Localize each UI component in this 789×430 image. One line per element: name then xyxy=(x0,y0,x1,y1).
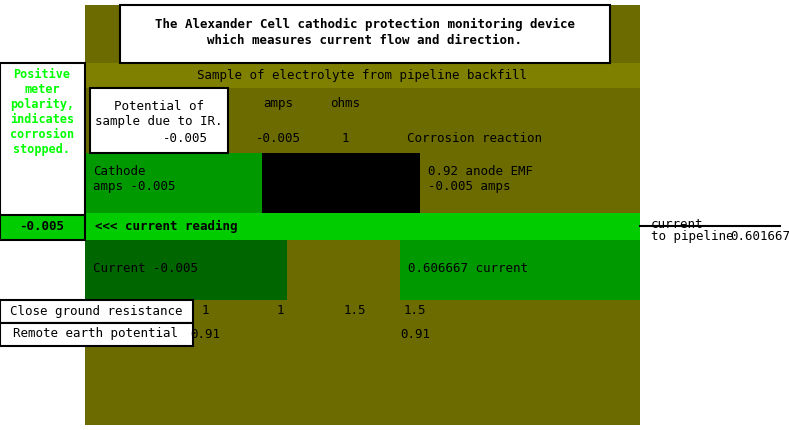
Text: <<< current reading: <<< current reading xyxy=(95,219,237,233)
Text: -0.005: -0.005 xyxy=(256,132,301,144)
Bar xyxy=(85,5,640,425)
Bar xyxy=(0,63,85,218)
Text: Cathode
amps -0.005: Cathode amps -0.005 xyxy=(93,165,175,193)
Text: Remote earth potential: Remote earth potential xyxy=(13,328,178,341)
Text: ohms: ohms xyxy=(330,97,360,110)
Bar xyxy=(85,213,640,240)
Text: -0.005: -0.005 xyxy=(163,132,208,144)
Bar xyxy=(85,240,287,300)
Text: 0.91: 0.91 xyxy=(400,328,430,341)
Text: 0.601667: 0.601667 xyxy=(730,230,789,243)
Bar xyxy=(85,153,262,213)
Text: Current -0.005: Current -0.005 xyxy=(93,261,198,274)
Text: 1: 1 xyxy=(342,132,349,144)
Text: current: current xyxy=(651,218,704,231)
Bar xyxy=(420,153,640,213)
Text: 1.5: 1.5 xyxy=(404,304,426,317)
Text: Potential of
sample due to IR.: Potential of sample due to IR. xyxy=(95,100,222,128)
Text: Sample of electrolyte from pipeline backfill: Sample of electrolyte from pipeline back… xyxy=(197,68,527,82)
Text: Positive
meter
polarity,
indicates
corrosion
stopped.: Positive meter polarity, indicates corro… xyxy=(10,68,74,156)
Text: Corrosion reaction: Corrosion reaction xyxy=(407,132,543,144)
Bar xyxy=(0,323,193,346)
Text: which measures current flow and direction.: which measures current flow and directio… xyxy=(208,34,522,47)
Bar xyxy=(0,300,193,323)
Text: -0.005: -0.005 xyxy=(20,221,65,233)
Text: 1.5: 1.5 xyxy=(344,304,366,317)
Text: 1: 1 xyxy=(276,304,284,317)
Text: amps: amps xyxy=(263,97,293,110)
Text: 0.91: 0.91 xyxy=(190,328,220,341)
Text: The Alexander Cell cathodic protection monitoring device: The Alexander Cell cathodic protection m… xyxy=(155,18,575,31)
Text: 1: 1 xyxy=(201,304,209,317)
Bar xyxy=(0,215,85,240)
Text: 0.92 anode EMF
-0.005 amps: 0.92 anode EMF -0.005 amps xyxy=(428,165,533,193)
Bar xyxy=(262,153,420,213)
Bar xyxy=(85,63,640,88)
Text: 0.606667 current: 0.606667 current xyxy=(408,261,528,274)
Bar xyxy=(90,88,228,153)
Text: to pipeline: to pipeline xyxy=(651,230,734,243)
Text: Close ground resistance: Close ground resistance xyxy=(9,304,182,317)
Bar xyxy=(400,240,640,300)
Bar xyxy=(120,5,610,63)
